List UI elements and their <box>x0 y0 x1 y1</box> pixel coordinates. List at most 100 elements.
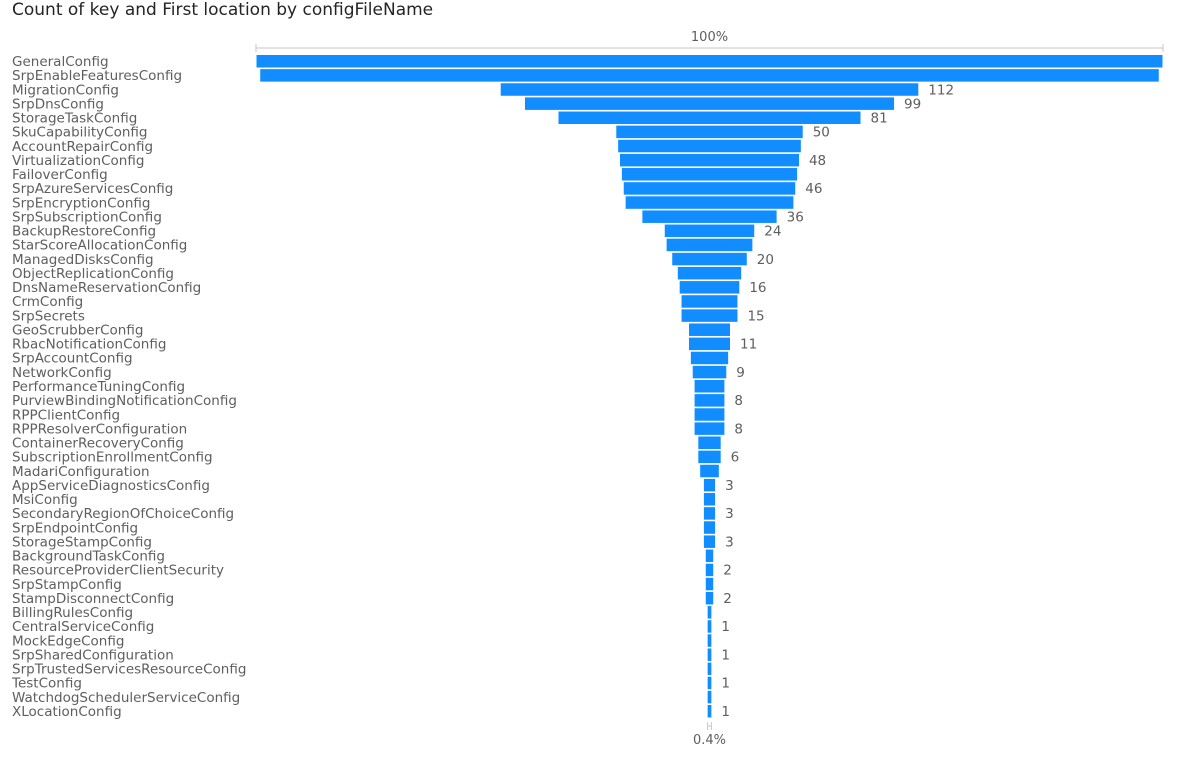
funnel-bar <box>688 323 731 336</box>
value-label: 36 <box>787 209 804 225</box>
funnel-bar <box>703 478 716 492</box>
funnel-bar <box>260 69 1159 82</box>
funnel-bar <box>707 620 712 633</box>
category-label: GeoScrubberConfig <box>12 322 143 338</box>
category-label: PerformanceTuningConfig <box>12 379 185 395</box>
funnel-bar <box>500 83 919 96</box>
chart-title: Count of key and First location by confi… <box>12 0 434 20</box>
value-label: 1 <box>721 676 730 692</box>
value-label: 81 <box>871 111 888 127</box>
funnel-bar <box>625 196 794 209</box>
category-label: SrpDnsConfig <box>12 96 104 112</box>
category-label: ObjectReplicationConfig <box>12 266 174 282</box>
value-label: 46 <box>805 181 822 197</box>
category-label: WatchdogSchedulerServiceConfig <box>12 690 240 706</box>
funnel-bar <box>692 365 727 379</box>
value-label: 99 <box>904 96 921 112</box>
category-label: FailoverConfig <box>12 167 108 183</box>
category-label: MadariConfiguration <box>12 464 150 480</box>
category-label: VirtualizationConfig <box>12 153 144 169</box>
value-label: 20 <box>757 252 774 268</box>
category-label: SkuCapabilityConfig <box>12 125 148 141</box>
category-label: AppServiceDiagnosticsConfig <box>12 478 210 494</box>
category-label: SrpAccountConfig <box>12 351 133 367</box>
value-label: 3 <box>725 534 734 550</box>
funnel-bar <box>703 493 716 506</box>
funnel-bar <box>620 153 799 167</box>
value-label: 50 <box>813 125 830 141</box>
funnel-bar <box>707 690 712 704</box>
category-label: CentralServiceConfig <box>12 619 154 635</box>
funnel-bar <box>664 224 755 238</box>
category-label: StarScoreAllocationConfig <box>12 238 187 254</box>
funnel-bar <box>703 507 716 520</box>
category-label: GeneralConfig <box>12 54 109 70</box>
value-label: 11 <box>740 337 757 353</box>
funnel-bar <box>705 563 714 577</box>
category-label: SecondaryRegionOfChoiceConfig <box>12 506 234 522</box>
category-label: DnsNameReservationConfig <box>12 280 201 296</box>
funnel-bar <box>694 379 725 393</box>
funnel-bar <box>623 182 796 195</box>
bottom-percent-label: 0.4% <box>693 733 726 748</box>
value-label: 2 <box>723 563 732 579</box>
value-label: 9 <box>736 365 745 381</box>
funnel-bar <box>707 648 712 661</box>
funnel-bar <box>524 97 895 110</box>
funnel-bar <box>700 464 719 478</box>
value-label: 8 <box>734 393 743 409</box>
funnel-bar <box>616 125 803 139</box>
category-label: SrpStampConfig <box>12 577 122 593</box>
category-label: StampDisconnectConfig <box>12 591 174 607</box>
category-label: AccountRepairConfig <box>12 139 153 155</box>
value-label: 24 <box>764 224 781 240</box>
value-label: 15 <box>747 308 764 324</box>
category-label: BackupRestoreConfig <box>12 224 156 240</box>
funnel-bar <box>694 408 725 421</box>
funnel-bar <box>707 662 712 676</box>
category-label: BillingRulesConfig <box>12 605 133 621</box>
category-label: StorageStampConfig <box>12 534 152 550</box>
top-percent-label: 100% <box>691 30 728 45</box>
category-label: PurviewBindingNotificationConfig <box>12 393 237 409</box>
value-label: 6 <box>731 450 740 466</box>
funnel-bar <box>703 521 716 534</box>
value-label: 112 <box>928 82 954 98</box>
funnel-bar <box>690 351 729 365</box>
value-label: 3 <box>725 478 734 494</box>
funnel-bar <box>705 577 714 591</box>
category-label: StorageTaskConfig <box>12 111 137 127</box>
value-label: 8 <box>734 421 743 437</box>
funnel-bar <box>666 238 753 252</box>
funnel-bar <box>694 394 725 407</box>
category-label: SrpSubscriptionConfig <box>12 209 162 225</box>
funnel-bar <box>679 281 740 294</box>
category-label: SrpSecrets <box>12 308 85 324</box>
funnel-bar <box>681 309 738 322</box>
value-label: 1 <box>721 619 730 635</box>
category-label: RPPResolverConfiguration <box>12 421 187 437</box>
category-label: MigrationConfig <box>12 82 119 98</box>
funnel-bar <box>681 295 738 308</box>
category-label: MockEdgeConfig <box>12 633 124 649</box>
funnel-bar <box>707 704 712 718</box>
value-label: 48 <box>809 153 826 169</box>
category-label: ManagedDisksConfig <box>12 252 154 268</box>
funnel-bar <box>621 168 798 181</box>
value-label: 3 <box>725 506 734 522</box>
category-label: SrpTrustedServicesResourceConfig <box>12 662 246 678</box>
category-label: BackgroundTaskConfig <box>12 549 165 565</box>
value-label: 1 <box>721 647 730 663</box>
funnel-bar <box>705 549 714 563</box>
value-label: 1 <box>721 704 730 720</box>
funnel-bar <box>672 252 747 266</box>
category-label: XLocationConfig <box>12 704 122 720</box>
funnel-bar <box>707 634 712 647</box>
funnel-bar <box>698 450 721 464</box>
category-label: SrpEnableFeaturesConfig <box>12 68 182 84</box>
value-label: 2 <box>723 591 732 607</box>
category-label: MsiConfig <box>12 492 78 508</box>
funnel-bar <box>707 606 712 619</box>
category-label: SrpAzureServicesConfig <box>12 181 173 197</box>
